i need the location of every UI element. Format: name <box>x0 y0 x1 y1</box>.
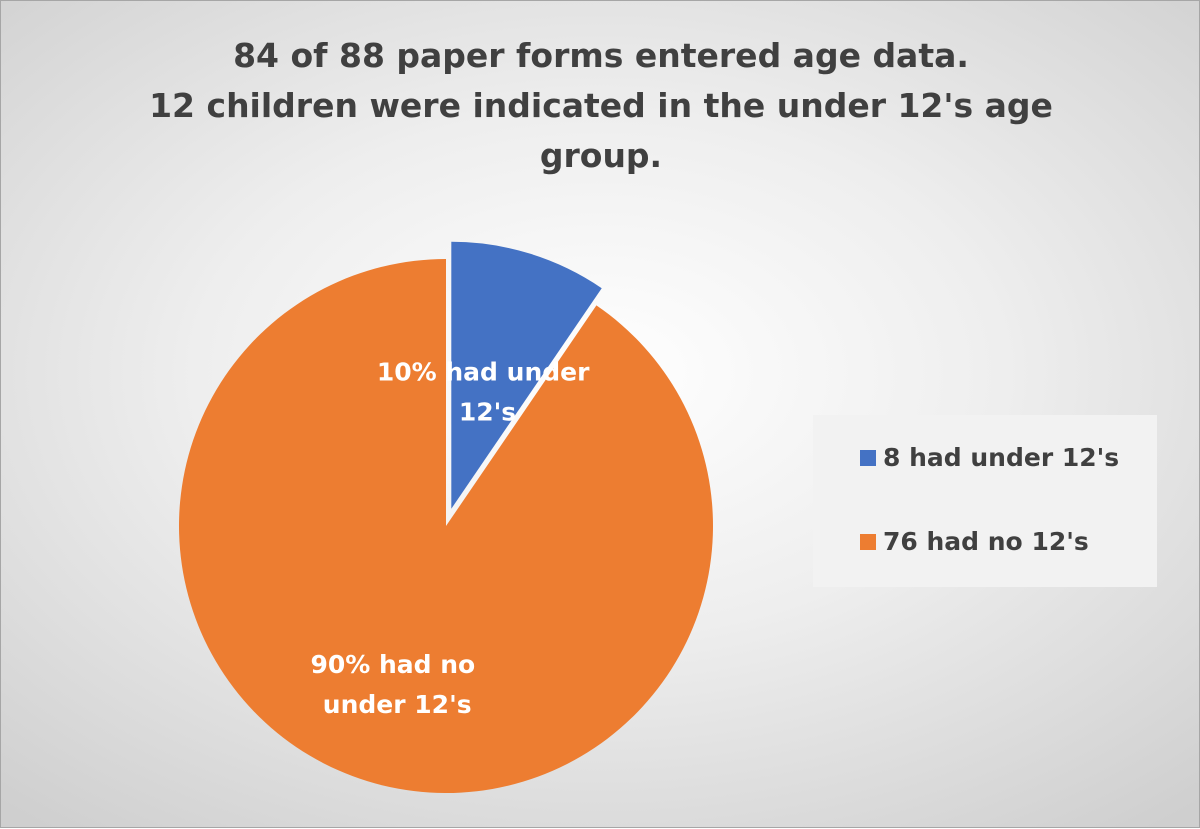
legend-item-no-under-12: 76 had no 12's <box>860 527 1089 556</box>
slice-label-under-12-line-1: 10% had under <box>377 357 590 386</box>
legend-swatch-under-12 <box>860 449 876 466</box>
slice-no-under-12 <box>178 259 713 793</box>
slice-label-no-under-12-line-2: under 12's <box>323 690 472 719</box>
chart-title-line-3: group. <box>539 136 663 175</box>
chart-title-line-2: 12 children were indicated in the under … <box>149 86 1053 125</box>
legend-item-under-12: 8 had under 12's <box>860 443 1119 472</box>
legend-swatch-no-under-12 <box>860 533 876 550</box>
legend: 8 had under 12's 76 had no 12's <box>813 415 1157 587</box>
slice-label-no-under-12-line-1: 90% had no <box>310 650 475 679</box>
slice-under-12 <box>451 241 602 509</box>
chart-title: 84 of 88 paper forms entered age data. 1… <box>101 31 1101 181</box>
legend-label-under-12: 8 had under 12's <box>883 443 1120 472</box>
slice-label-under-12: 10% had under 12's <box>377 357 598 426</box>
legend-label-no-under-12: 76 had no 12's <box>883 527 1089 556</box>
chart-title-line-1: 84 of 88 paper forms entered age data. <box>233 36 969 75</box>
slice-label-no-under-12: 90% had no under 12's <box>310 650 484 719</box>
slice-label-under-12-line-2: 12's <box>459 397 516 426</box>
